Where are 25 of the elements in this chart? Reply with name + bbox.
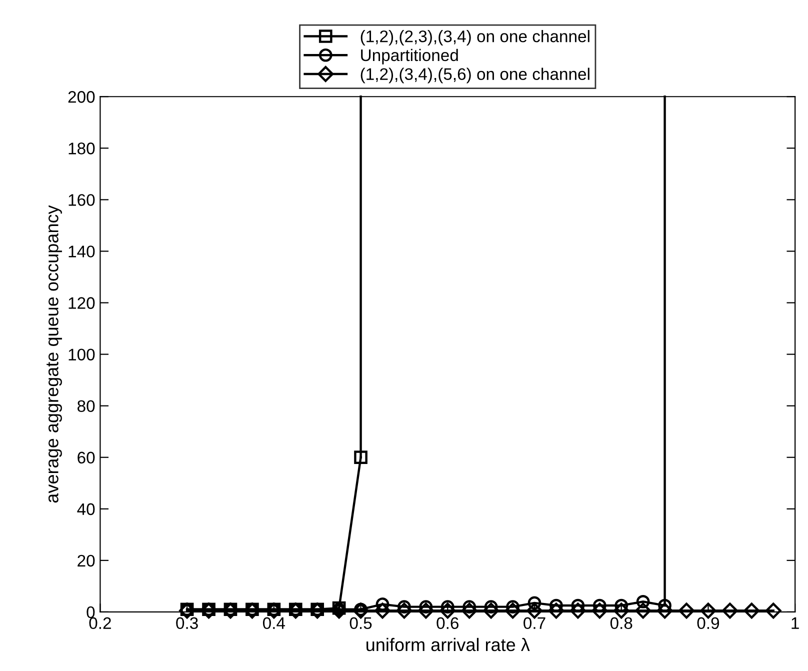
- x-tick-label: 0.4: [262, 617, 286, 630]
- y-tick-label: 60: [78, 452, 95, 464]
- legend-label: (1,2),(3,4),(5,6) on one channel: [360, 68, 590, 84]
- y-tick-label: 160: [68, 194, 95, 206]
- y-tick-label: 40: [77, 503, 95, 516]
- y-tick-label: 20: [78, 554, 95, 567]
- legend-label: Unpartitioned: [361, 48, 458, 64]
- x-tick-label: 0.5: [350, 617, 372, 630]
- x-axis-title: uniform arrival rate λ: [366, 638, 530, 652]
- x-tick-label: 0.2: [89, 617, 111, 630]
- x-tick-label: 0.6: [436, 617, 458, 630]
- x-tick-label: 0.9: [697, 617, 720, 630]
- legend-label: (1,2),(2,3),(3,4) on one channel: [360, 30, 590, 46]
- y-tick-label: 200: [68, 91, 95, 103]
- x-tick-label: 1: [792, 617, 799, 629]
- y-tick-label: 180: [68, 142, 95, 154]
- x-tick-label: 0.8: [610, 617, 632, 630]
- y-tick-label: 80: [78, 400, 95, 412]
- y-tick-label: 0: [86, 606, 95, 618]
- x-tick-label: 0.7: [524, 617, 546, 630]
- y-tick-label: 100: [68, 348, 95, 360]
- y-axis-title: average aggregate queue occupancy: [46, 205, 62, 503]
- y-tick-label: 140: [68, 246, 95, 258]
- x-tick-label: 0.3: [176, 617, 198, 630]
- y-tick-label: 120: [68, 297, 95, 309]
